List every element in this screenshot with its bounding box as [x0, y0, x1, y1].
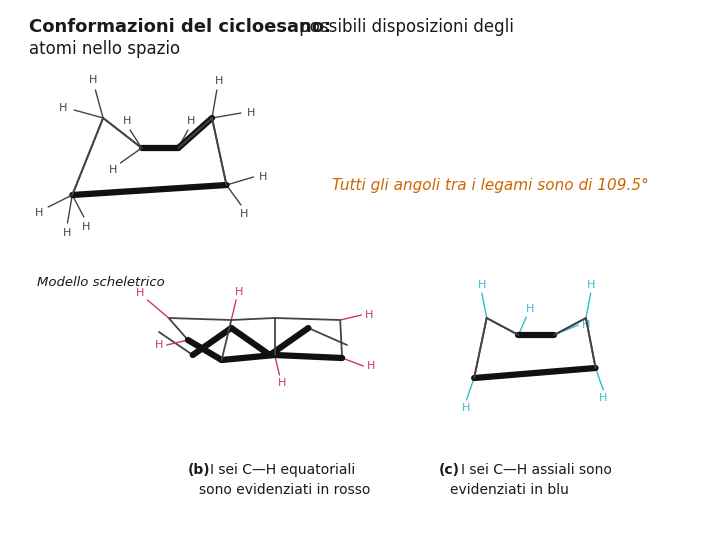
Text: (b): (b): [188, 463, 210, 477]
Text: sono evidenziati in rosso: sono evidenziati in rosso: [199, 483, 371, 497]
Text: H: H: [462, 403, 471, 413]
Text: H: H: [477, 280, 486, 290]
Text: Tutti gli angoli tra i legami sono di 109.5°: Tutti gli angoli tra i legami sono di 10…: [333, 178, 649, 192]
Text: H: H: [186, 116, 195, 126]
Text: atomi nello spazio: atomi nello spazio: [29, 40, 180, 58]
Text: H: H: [135, 288, 144, 298]
Text: H: H: [155, 340, 163, 350]
Text: evidenziati in blu: evidenziati in blu: [450, 483, 569, 497]
Text: H: H: [367, 361, 375, 371]
Text: H: H: [35, 208, 44, 218]
Text: H: H: [63, 228, 72, 238]
Text: H: H: [582, 320, 590, 330]
Text: H: H: [123, 116, 131, 126]
Text: H: H: [587, 280, 595, 290]
Text: H: H: [81, 222, 90, 232]
Text: H: H: [365, 310, 373, 320]
Text: possibili disposizioni degli: possibili disposizioni degli: [294, 18, 514, 36]
Text: H: H: [58, 103, 67, 113]
Text: H: H: [235, 287, 243, 297]
Text: H: H: [109, 165, 117, 175]
Text: I sei C—H assiali sono: I sei C—H assiali sono: [461, 463, 611, 477]
Text: H: H: [526, 304, 534, 314]
Text: Modello scheletrico: Modello scheletrico: [37, 275, 164, 288]
Text: I sei C—H equatoriali: I sei C—H equatoriali: [210, 463, 356, 477]
Text: (c): (c): [438, 463, 459, 477]
Text: H: H: [215, 76, 223, 86]
Text: H: H: [599, 393, 608, 403]
Text: H: H: [259, 172, 267, 182]
Text: H: H: [89, 75, 98, 85]
Text: H: H: [240, 209, 248, 219]
Text: Conformazioni del cicloesano:: Conformazioni del cicloesano:: [29, 18, 331, 36]
Text: H: H: [278, 378, 287, 388]
Text: H: H: [246, 108, 255, 118]
